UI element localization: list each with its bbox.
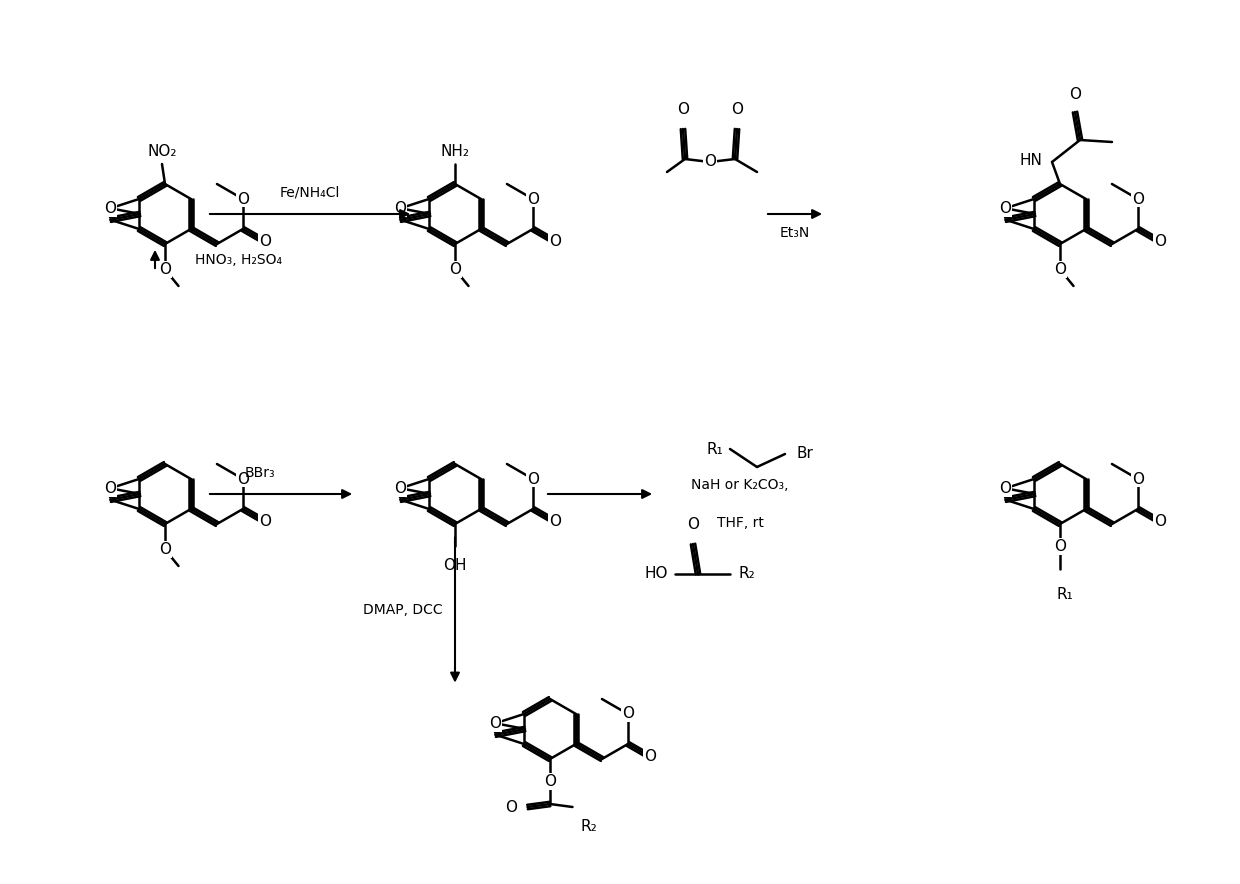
Text: O: O (259, 234, 272, 249)
Text: O: O (237, 471, 249, 486)
Text: R₁: R₁ (707, 441, 723, 456)
Text: R₂: R₂ (738, 567, 755, 582)
Text: O: O (104, 481, 117, 496)
Text: DMAP, DCC: DMAP, DCC (363, 603, 443, 617)
Text: O: O (999, 201, 1012, 216)
Text: NO₂: NO₂ (148, 144, 177, 159)
Text: O: O (549, 234, 560, 249)
Text: O: O (259, 514, 272, 530)
Text: R₁: R₁ (1056, 587, 1074, 602)
Text: O: O (1132, 192, 1145, 207)
Text: O: O (104, 201, 117, 216)
Text: O: O (1154, 234, 1166, 249)
Text: O: O (1132, 471, 1145, 486)
Text: O: O (159, 542, 171, 557)
Text: O: O (159, 262, 171, 277)
Text: HN: HN (1019, 153, 1042, 167)
Text: R₂: R₂ (580, 819, 598, 834)
Text: O: O (506, 799, 517, 814)
Text: O: O (394, 481, 407, 496)
Text: O: O (999, 481, 1012, 496)
Text: O: O (449, 262, 461, 277)
Text: O: O (687, 517, 699, 532)
Text: HNO₃, H₂SO₄: HNO₃, H₂SO₄ (195, 254, 283, 268)
Text: O: O (1054, 539, 1066, 554)
Text: THF, rt: THF, rt (717, 516, 764, 530)
Text: O: O (644, 750, 656, 765)
Text: OH: OH (443, 558, 466, 573)
Text: NaH or K₂CO₃,: NaH or K₂CO₃, (691, 478, 789, 492)
Text: O: O (544, 774, 556, 789)
Text: O: O (622, 706, 634, 721)
Text: O: O (549, 514, 560, 530)
Text: O: O (677, 102, 689, 117)
Text: Et₃N: Et₃N (780, 226, 810, 240)
Text: O: O (527, 471, 539, 486)
Text: Br: Br (797, 446, 813, 461)
Text: NH₂: NH₂ (440, 144, 470, 159)
Text: O: O (394, 201, 407, 216)
Text: BBr₃: BBr₃ (244, 466, 275, 480)
Text: O: O (1154, 514, 1166, 530)
Text: O: O (237, 192, 249, 207)
Text: O: O (1054, 262, 1066, 277)
Text: Fe/NH₄Cl: Fe/NH₄Cl (280, 186, 340, 200)
Text: O: O (732, 102, 743, 117)
Text: O: O (1069, 87, 1081, 102)
Text: O: O (490, 716, 501, 731)
Text: O: O (527, 192, 539, 207)
Text: O: O (704, 155, 715, 170)
Text: HO: HO (645, 567, 668, 582)
